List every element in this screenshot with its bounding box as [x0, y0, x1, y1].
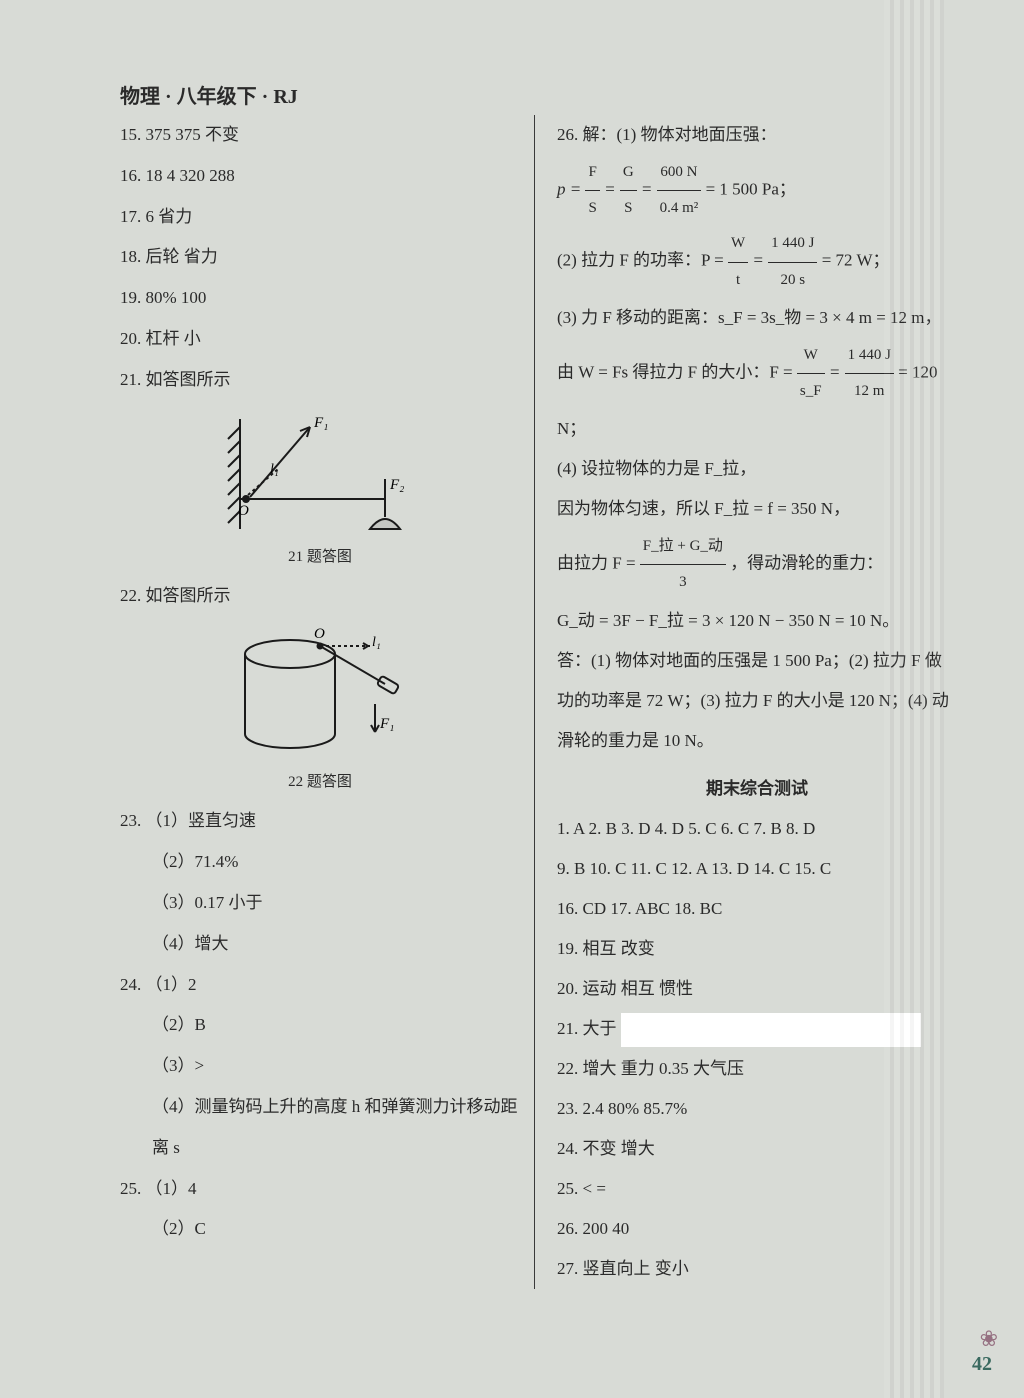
- label-O: O: [238, 503, 249, 519]
- frac-d: s_F: [797, 374, 825, 409]
- answer-24-4: （4）测量钩码上升的高度 h 和弹簧测力计移动距离 s: [120, 1087, 520, 1169]
- frac-n: 600 N: [657, 155, 702, 191]
- frac-d: S: [620, 191, 637, 226]
- frac-d: t: [728, 263, 748, 298]
- page-number: 42: [972, 1353, 992, 1376]
- eq4-pre: 由拉力 F =: [557, 554, 640, 573]
- answer-20: 20. 杠杆 小: [120, 319, 520, 360]
- eq3-pre: 由 W = Fs 得拉力 F 的大小：F =: [557, 363, 797, 382]
- frac-d: 3: [640, 565, 726, 600]
- label-O-22: O: [314, 626, 325, 642]
- answer-17: 17. 6 省力: [120, 197, 520, 238]
- label-F2: F₂: [389, 477, 404, 493]
- answer-23-4: （4）增大: [120, 924, 520, 965]
- figure-21-lever-diagram: F₁ l₁ O F₂: [210, 409, 430, 539]
- answer-23-2: （2）71.4%: [120, 842, 520, 883]
- decorative-flower-icon: ❀: [980, 1326, 998, 1352]
- frac-n: G: [620, 155, 637, 191]
- answer-24-2: （2）B: [120, 1005, 520, 1046]
- eq4-post: ，得动滑轮的重力：: [730, 554, 883, 573]
- page-header: 物理 · 八年级下 · RJ: [120, 80, 964, 109]
- eq2-post: = 72 W；: [822, 251, 890, 270]
- redaction-box: [621, 1013, 921, 1047]
- answer-23-3: （3）0.17 小于: [120, 883, 520, 924]
- frac-d: 0.4 m²: [657, 191, 702, 226]
- label-l1: l₁: [270, 462, 279, 477]
- label-F1-22: F₁: [379, 716, 394, 732]
- eq-post: = 1 500 Pa；: [706, 180, 796, 199]
- eq2-pre: (2) 拉力 F 的功率：P =: [557, 251, 728, 270]
- answer-21: 21. 如答图所示: [120, 360, 520, 401]
- answer-18: 18. 后轮 省力: [120, 237, 520, 278]
- answer-24-3: （3）>: [120, 1046, 520, 1087]
- label-F1: F₁: [313, 415, 328, 431]
- frac-d: S: [585, 191, 599, 226]
- figure-22-cylinder-diagram: O l₁ F₁: [220, 624, 420, 764]
- answer-25-1: 25. （1）4: [120, 1169, 520, 1210]
- final-21-text: 21. 大于: [557, 1019, 617, 1038]
- two-column-layout: 15. 375 375 不变 16. 18 4 320 288 17. 6 省力…: [120, 115, 964, 1289]
- frac-n: W: [728, 226, 748, 262]
- label-l1-22: l₁: [372, 635, 381, 650]
- frac-d: 20 s: [768, 263, 817, 298]
- answer-25-2: （2）C: [120, 1209, 520, 1250]
- frac-n: F_拉 + G_动: [640, 529, 726, 565]
- answer-23-1: 23. （1）竖直匀速: [120, 801, 520, 842]
- answer-15: 15. 375 375 不变: [120, 115, 520, 156]
- answer-22: 22. 如答图所示: [120, 576, 520, 617]
- frac-n: F: [585, 155, 599, 191]
- answer-16: 16. 18 4 320 288: [120, 156, 520, 197]
- frac-n: 1 440 J: [768, 226, 817, 262]
- frac-n: W: [797, 338, 825, 374]
- scan-binding-artifact: [884, 0, 944, 1398]
- figure-21-caption: 21 题答图: [120, 545, 520, 566]
- figure-22-caption: 22 题答图: [120, 770, 520, 791]
- left-column: 15. 375 375 不变 16. 18 4 320 288 17. 6 省力…: [120, 115, 535, 1289]
- answer-19: 19. 80% 100: [120, 278, 520, 319]
- eq-p: p =: [557, 180, 585, 199]
- answer-24-1: 24. （1）2: [120, 965, 520, 1006]
